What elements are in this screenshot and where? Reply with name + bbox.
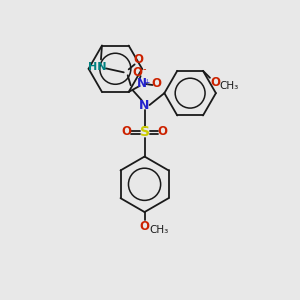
Text: S: S: [140, 125, 150, 139]
Text: O: O: [134, 53, 144, 66]
Text: O: O: [122, 125, 132, 138]
Text: N: N: [136, 76, 147, 89]
Text: O: O: [152, 77, 161, 91]
Text: -: -: [143, 64, 146, 74]
Text: CH₃: CH₃: [219, 81, 239, 91]
Text: O: O: [210, 76, 220, 89]
Text: CH₃: CH₃: [150, 225, 169, 235]
Text: N: N: [140, 98, 150, 112]
Text: O: O: [158, 125, 167, 138]
Text: +: +: [143, 77, 150, 86]
Text: O: O: [133, 66, 142, 79]
Text: HN: HN: [88, 62, 106, 72]
Text: O: O: [140, 220, 150, 233]
